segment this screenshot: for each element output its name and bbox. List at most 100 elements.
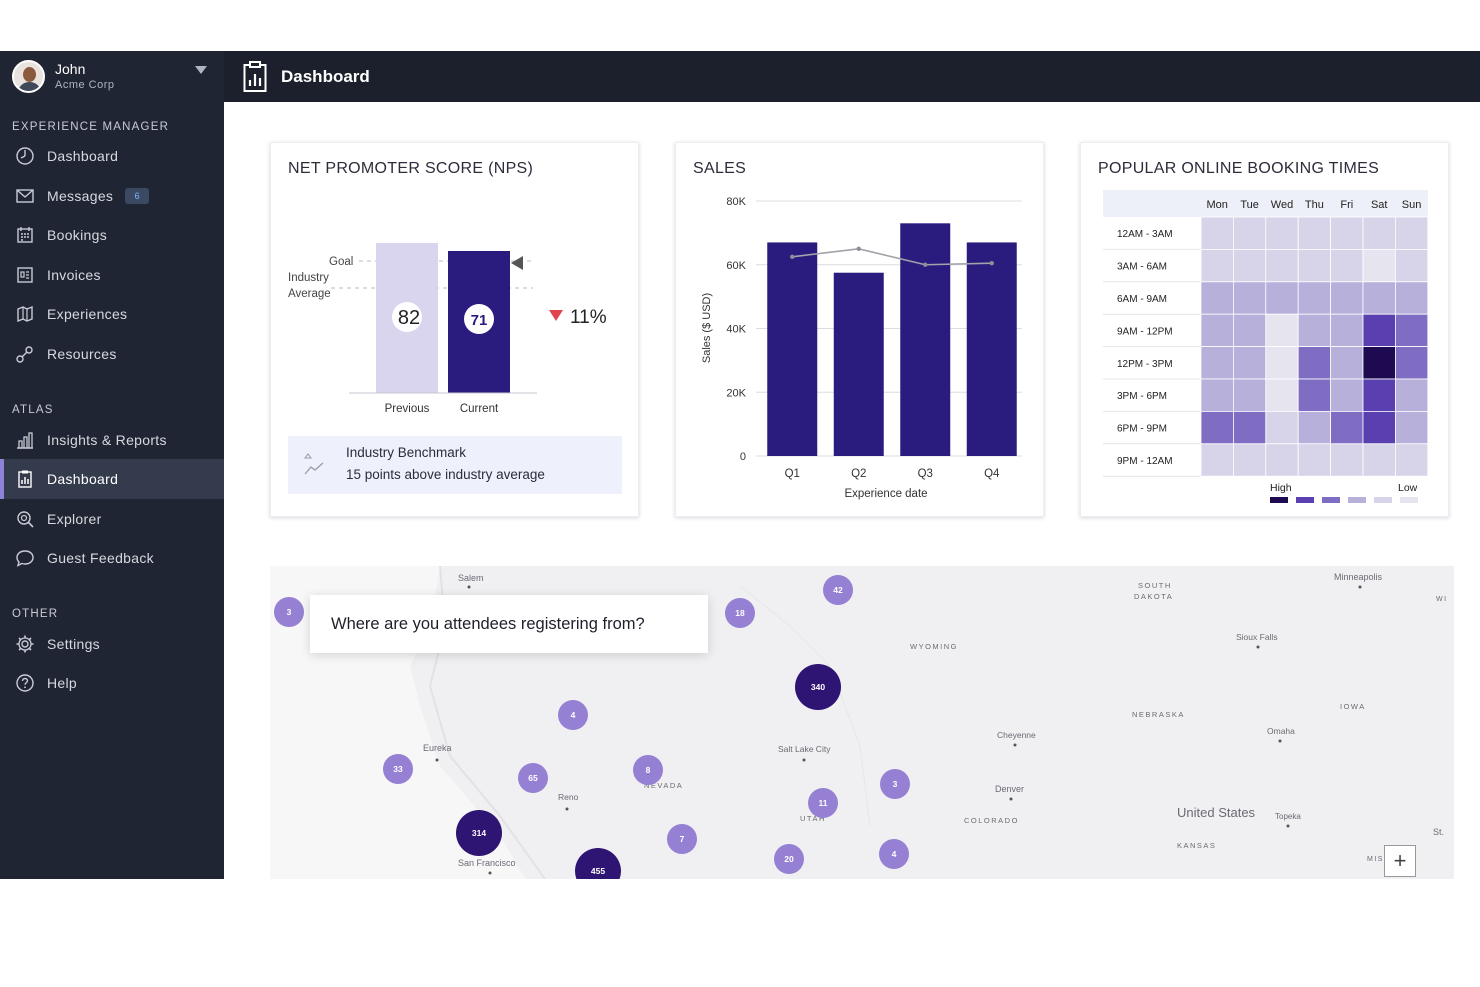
sidebar-item-label: Dashboard [47, 148, 119, 164]
sales-bar [966, 242, 1017, 456]
previous-label: Previous [385, 403, 430, 415]
sidebar-item-label: Insights & Reports [47, 432, 167, 448]
cluster-circle[interactable] [518, 763, 548, 793]
map-city-dot [435, 758, 439, 762]
sidebar-item-guest-feedback[interactable]: Guest Feedback [0, 538, 224, 578]
heatmap-cell [1265, 281, 1299, 315]
map-place-label: Denver [995, 784, 1024, 794]
sidebar-item-explorer[interactable]: Explorer [0, 499, 224, 539]
map-cluster-marker[interactable]: 42 [823, 575, 853, 605]
page-title: Dashboard [281, 66, 370, 86]
map-cluster-marker[interactable]: 455 [575, 848, 621, 879]
sidebar-item-label: Help [47, 675, 77, 691]
map-cluster-marker[interactable]: 3 [880, 769, 910, 799]
help-icon [15, 673, 35, 693]
cluster-circle[interactable] [808, 788, 838, 818]
sales-bar [767, 242, 818, 456]
sidebar-item-resources[interactable]: Resources [0, 334, 224, 374]
cluster-count: 455 [591, 866, 605, 876]
zoom-in-button[interactable]: + [1384, 845, 1416, 877]
sidebar-item-dashboard-active[interactable]: Dashboard [0, 459, 224, 499]
envelope-icon [15, 186, 35, 206]
cluster-count: 42 [833, 585, 843, 595]
map-cluster-marker[interactable]: 3 [274, 597, 304, 627]
heatmap-row-label: 12PM - 3PM [1117, 359, 1173, 370]
map-cluster-marker[interactable]: 4 [879, 839, 909, 869]
map-city-dot [1286, 824, 1290, 828]
sidebar-item-insights-reports[interactable]: Insights & Reports [0, 420, 224, 460]
sales-trend-point [923, 262, 928, 267]
map-question-card: Where are you attendees registering from… [310, 595, 708, 653]
cluster-circle[interactable] [880, 769, 910, 799]
heatmap-legend-swatch [1322, 497, 1340, 503]
section-title-atlas: ATLAS [12, 404, 54, 416]
map-place-label: Topeka [1275, 812, 1301, 821]
heatmap-cell [1200, 346, 1234, 380]
cluster-circle[interactable] [774, 844, 804, 874]
sales-x-tick-label: Q4 [984, 468, 1000, 480]
map-cluster-marker[interactable]: 340 [795, 664, 841, 710]
sales-x-tick-label: Q1 [785, 468, 800, 480]
terrain-line [739, 585, 871, 827]
cluster-circle[interactable] [823, 575, 853, 605]
sales-bar [900, 223, 951, 456]
heatmap-cell [1362, 313, 1396, 347]
cluster-circle[interactable] [274, 597, 304, 627]
cluster-circle[interactable] [456, 810, 502, 856]
map-cluster-marker[interactable]: 7 [667, 824, 697, 854]
heatmap-cell [1265, 313, 1299, 347]
sidebar-item-dashboard[interactable]: Dashboard [0, 136, 224, 176]
map-place-label: Salt Lake City [778, 744, 831, 754]
map-cluster-marker[interactable]: 4 [558, 700, 588, 730]
goal-marker-icon [511, 256, 523, 270]
nps-title: NET PROMOTER SCORE (NPS) [288, 160, 534, 177]
chevron-down-icon[interactable] [195, 66, 207, 74]
map-cluster-marker[interactable]: 65 [518, 763, 548, 793]
map-cluster-marker[interactable]: 314 [456, 810, 502, 856]
sidebar-item-messages[interactable]: Messages 6 [0, 176, 224, 216]
sidebar-item-invoices[interactable]: Invoices [0, 255, 224, 295]
map-cluster-marker[interactable]: 18 [725, 598, 755, 628]
map-cluster-marker[interactable]: 20 [774, 844, 804, 874]
sidebar-item-settings[interactable]: Settings [0, 624, 224, 664]
clipboard-chart-icon [15, 469, 35, 489]
sidebar-item-experiences[interactable]: Experiences [0, 294, 224, 334]
heatmap-legend-swatch [1400, 497, 1418, 503]
map-place-label: Reno [558, 792, 579, 802]
cluster-count: 3 [893, 779, 898, 789]
heatmap-cell [1232, 346, 1267, 380]
sidebar-item-bookings[interactable]: Bookings [0, 215, 224, 255]
sidebar-item-help[interactable]: Help [0, 663, 224, 703]
cluster-circle[interactable] [575, 848, 621, 879]
cluster-circle[interactable] [879, 839, 909, 869]
heatmap-cell [1394, 443, 1429, 477]
cluster-circle[interactable] [725, 598, 755, 628]
map-cluster-marker[interactable]: 11 [808, 788, 838, 818]
heatmap-cell [1362, 281, 1396, 315]
cluster-circle[interactable] [667, 824, 697, 854]
heatmap-cell [1232, 281, 1267, 315]
heatmap-cell [1297, 281, 1331, 315]
sidebar: John Acme Corp EXPERIENCE MANAGER Dashbo… [0, 51, 224, 879]
cluster-circle[interactable] [383, 754, 413, 784]
heatmap-cell [1330, 313, 1364, 347]
heatmap-cell [1297, 313, 1331, 347]
attendee-map[interactable]: Salem Eureka Reno San Francisco Salt Lake Ci… [270, 566, 1454, 879]
nps-chart: Goal Industry Average 82 71 Previous Cur… [288, 243, 607, 415]
sales-y-tick-label: 20K [726, 387, 746, 399]
heatmap-cell [1232, 410, 1267, 445]
bar-chart-icon [15, 430, 35, 450]
cluster-circle[interactable] [558, 700, 588, 730]
heatmap-cell [1362, 410, 1396, 445]
sidebar-item-label: Bookings [47, 227, 107, 243]
industry-benchmark-panel: Industry Benchmark 15 points above indus… [288, 436, 622, 494]
heatmap-cell [1232, 313, 1267, 347]
map-cluster-marker[interactable]: 8 [633, 755, 663, 785]
heatmap-cell [1394, 281, 1429, 315]
user-menu[interactable]: John Acme Corp [0, 51, 224, 102]
heatmap-legend-swatch [1296, 497, 1314, 503]
cluster-circle[interactable] [633, 755, 663, 785]
sales-x-tick-label: Q2 [851, 468, 866, 480]
cluster-circle[interactable] [795, 664, 841, 710]
map-cluster-marker[interactable]: 33 [383, 754, 413, 784]
